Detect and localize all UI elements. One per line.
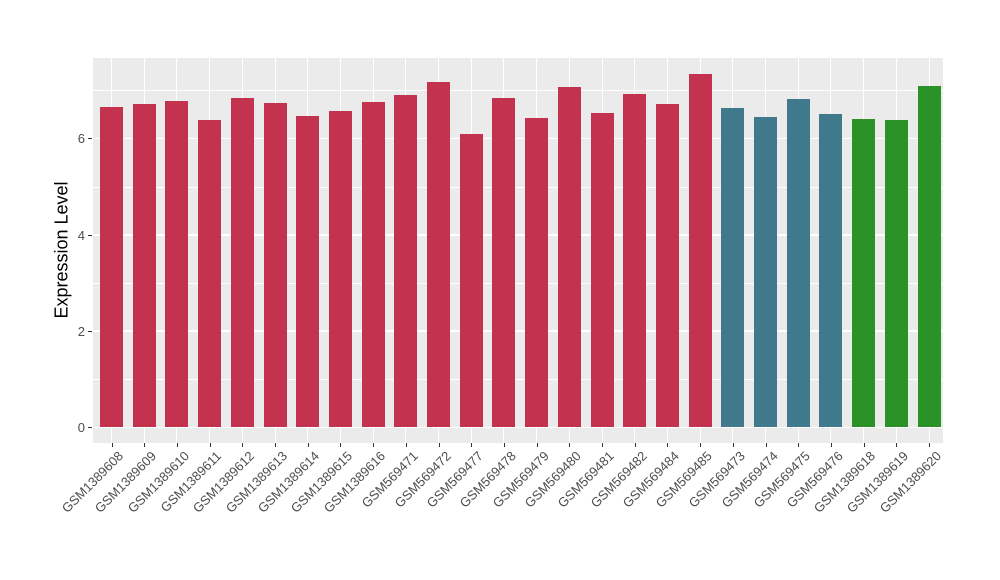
y-tick-label-6: 6 <box>77 131 85 147</box>
x-tick-mark-GSM569480 <box>569 443 571 447</box>
x-tick-mark-GSM569471 <box>405 443 407 447</box>
bar-GSM1389614 <box>296 115 320 427</box>
bar-GSM1389608 <box>100 106 123 427</box>
x-tick-mark-GSM1389609 <box>144 443 146 447</box>
x-tick-mark-GSM569474 <box>765 443 767 447</box>
x-tick-mark-GSM569482 <box>634 443 636 447</box>
x-tick-mark-GSM569481 <box>602 443 603 447</box>
bar-GSM569473 <box>721 108 745 427</box>
x-tick-mark-GSM569472 <box>438 443 440 447</box>
x-tick-mark-GSM1389620 <box>929 443 930 447</box>
y-tick-mark-2 <box>88 330 92 332</box>
x-tick-mark-GSM569475 <box>798 443 800 447</box>
x-tick-mark-GSM1389619 <box>896 443 898 447</box>
x-tick-mark-GSM569479 <box>536 443 538 447</box>
bar-GSM569484 <box>655 103 679 427</box>
bar-GSM569476 <box>819 113 843 427</box>
bar-GSM569472 <box>427 82 450 427</box>
gridline-major-2 <box>93 330 943 332</box>
gridline-major-6 <box>93 137 943 140</box>
x-tick-mark-GSM569473 <box>732 443 734 447</box>
bar-GSM569485 <box>688 74 712 427</box>
y-tick-label-2: 2 <box>77 323 85 339</box>
x-tick-mark-GSM1389615 <box>340 443 342 447</box>
y-tick-mark-6 <box>88 138 92 140</box>
bar-GSM569482 <box>623 94 647 427</box>
y-axis-title: Expression Level <box>51 181 72 319</box>
bar-GSM569475 <box>786 98 810 427</box>
x-tick-mark-GSM569484 <box>667 443 669 447</box>
bar-GSM1389615 <box>328 110 352 427</box>
gridline-minor-7 <box>93 90 943 92</box>
bar-GSM569471 <box>394 94 418 427</box>
gridline-minor-5 <box>93 186 943 188</box>
x-tick-mark-GSM1389608 <box>111 443 113 447</box>
bar-GSM569479 <box>525 118 549 427</box>
gridline-major-4 <box>93 234 943 236</box>
x-tick-mark-GSM1389614 <box>307 443 309 447</box>
bar-GSM1389618 <box>852 118 876 427</box>
x-tick-mark-GSM1389613 <box>275 443 276 447</box>
bar-GSM1389611 <box>198 119 222 427</box>
x-tick-mark-GSM569476 <box>830 443 832 447</box>
gridline-minor-1 <box>93 378 943 380</box>
gridline-minor-3 <box>93 282 943 284</box>
bar-GSM1389609 <box>132 104 156 427</box>
bar-GSM569474 <box>754 117 777 427</box>
bar-GSM1389619 <box>884 119 908 427</box>
bar-GSM1389620 <box>917 86 941 427</box>
x-tick-mark-GSM1389618 <box>863 443 865 447</box>
plot-panel <box>93 58 943 443</box>
bar-GSM1389610 <box>165 100 189 427</box>
bar-GSM569480 <box>557 86 581 427</box>
gridline-major-0 <box>93 426 943 428</box>
y-tick-label-0: 0 <box>77 420 85 435</box>
bar-GSM1389613 <box>263 102 287 427</box>
x-tick-mark-GSM569477 <box>471 443 473 447</box>
x-tick-mark-GSM1389616 <box>373 443 375 447</box>
x-tick-mark-GSM1389610 <box>176 443 178 447</box>
bar-GSM569477 <box>459 134 483 427</box>
bar-GSM569478 <box>492 98 516 427</box>
bar-GSM1389616 <box>361 101 385 427</box>
y-tick-mark-0 <box>88 427 92 428</box>
x-tick-mark-GSM1389612 <box>242 443 244 447</box>
bar-GSM1389612 <box>230 98 254 427</box>
x-tick-mark-GSM569485 <box>700 443 702 447</box>
y-tick-mark-4 <box>88 234 92 236</box>
x-tick-mark-GSM569478 <box>503 443 505 447</box>
x-tick-mark-GSM1389611 <box>209 443 211 447</box>
bar-GSM569481 <box>590 113 614 427</box>
y-tick-label-4: 4 <box>77 227 85 243</box>
